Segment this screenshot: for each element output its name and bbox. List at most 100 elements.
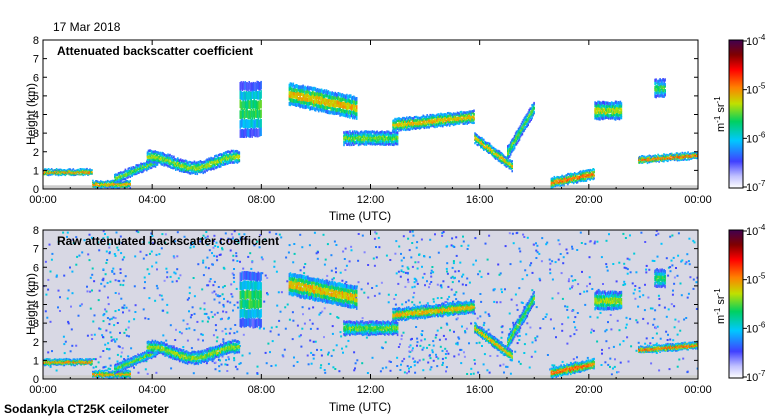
heatmap-cell — [363, 143, 366, 146]
heatmap-cell — [619, 100, 622, 104]
heatmap-cell — [532, 112, 534, 116]
heatmap-cell — [44, 168, 46, 170]
heatmap-cell — [100, 181, 103, 183]
heatmap-cell — [395, 132, 398, 136]
heatmap-cell — [490, 145, 493, 148]
noise-cell — [441, 234, 444, 237]
noise-cell — [123, 358, 126, 360]
heatmap-cell — [353, 95, 355, 100]
heatmap-cell — [111, 179, 114, 182]
colorbar-ticks: 10-410-510-610-7 — [743, 33, 766, 194]
heatmap-cell — [689, 156, 691, 159]
heatmap-cell — [299, 89, 301, 94]
heatmap-cell — [308, 89, 310, 94]
noise-cell — [121, 347, 124, 350]
heatmap-cell — [303, 103, 305, 108]
heatmap-cell — [313, 105, 315, 110]
heatmap-cell — [507, 165, 510, 168]
heatmap-cell — [187, 164, 190, 168]
heatmap-cell — [470, 115, 472, 119]
heatmap-cell — [529, 116, 531, 119]
heatmap-cell — [114, 185, 117, 187]
heatmap-cell — [247, 100, 249, 109]
heatmap-cell — [134, 168, 136, 171]
noise-cell — [441, 349, 444, 352]
heatmap-cell — [294, 102, 297, 107]
heatmap-cell — [352, 99, 354, 104]
heatmap-cell — [505, 162, 508, 165]
heatmap-cell — [94, 184, 96, 187]
heatmap-cell — [127, 171, 130, 174]
heatmap-cell — [490, 146, 493, 149]
noise-cell — [113, 272, 116, 275]
noise-cell — [593, 242, 596, 245]
heatmap-cell — [483, 148, 485, 151]
heatmap-cell — [197, 165, 200, 168]
heatmap-cell — [255, 82, 257, 92]
heatmap-cell — [334, 96, 336, 101]
heatmap-cell — [365, 130, 368, 133]
heatmap-cell — [335, 95, 337, 99]
heatmap-cell — [652, 155, 655, 158]
noise-cell — [436, 365, 439, 368]
noise-cell — [440, 286, 443, 289]
noise-cell — [444, 338, 447, 341]
heatmap-cell — [390, 143, 392, 146]
heatmap-cell — [161, 158, 163, 162]
heatmap-cell — [512, 144, 515, 148]
heatmap-cell — [478, 141, 480, 144]
heatmap-cell — [370, 134, 373, 137]
heatmap-cell — [172, 157, 174, 160]
heatmap-cell — [241, 92, 244, 101]
heatmap-cell — [219, 153, 221, 156]
heatmap-cell — [477, 144, 479, 147]
heatmap-cell — [84, 168, 86, 171]
noise-cell — [672, 339, 675, 342]
noise-cell — [151, 234, 154, 237]
heatmap-cell — [100, 185, 103, 188]
heatmap-cell — [587, 174, 590, 177]
heatmap-cell — [119, 184, 122, 187]
noise-cell — [477, 273, 480, 276]
heatmap-cell — [466, 119, 468, 123]
heatmap-cell — [255, 109, 257, 118]
heatmap-cell — [506, 165, 509, 168]
noise-cell — [685, 317, 688, 319]
heatmap-cell — [567, 180, 569, 183]
heatmap-cell — [400, 117, 402, 121]
noise-cell — [562, 256, 565, 259]
heatmap-cell — [171, 155, 173, 158]
heatmap-cell — [81, 170, 83, 173]
heatmap-cell — [308, 94, 310, 99]
heatmap-cell — [253, 91, 255, 101]
heatmap-cell — [207, 158, 209, 162]
heatmap-cell — [530, 110, 532, 114]
heatmap-cell — [99, 182, 101, 185]
noise-cell — [385, 366, 388, 369]
heatmap-cell — [120, 172, 123, 175]
noise-cell — [214, 245, 217, 247]
heatmap-cell — [497, 152, 500, 155]
heatmap-cell — [288, 93, 291, 98]
heatmap-cell — [127, 180, 129, 183]
heatmap-cell — [607, 106, 609, 111]
heatmap-cell — [189, 164, 192, 167]
heatmap-cell — [664, 78, 666, 82]
heatmap-cell — [243, 119, 246, 129]
heatmap-cell — [573, 180, 576, 183]
noise-cell — [411, 347, 414, 350]
heatmap-cell — [526, 113, 529, 116]
heatmap-cell — [218, 164, 220, 167]
heatmap-cell — [156, 155, 159, 158]
heatmap-cell — [346, 131, 348, 134]
heatmap-cell — [376, 130, 378, 134]
heatmap-cell — [680, 153, 683, 156]
heatmap-cell — [569, 180, 571, 183]
heatmap-cell — [385, 137, 387, 141]
heatmap-cell — [497, 159, 500, 162]
heatmap-cell — [297, 85, 299, 89]
heatmap-cell — [371, 136, 374, 139]
heatmap-cell — [327, 105, 330, 109]
heatmap-cell — [648, 161, 651, 164]
